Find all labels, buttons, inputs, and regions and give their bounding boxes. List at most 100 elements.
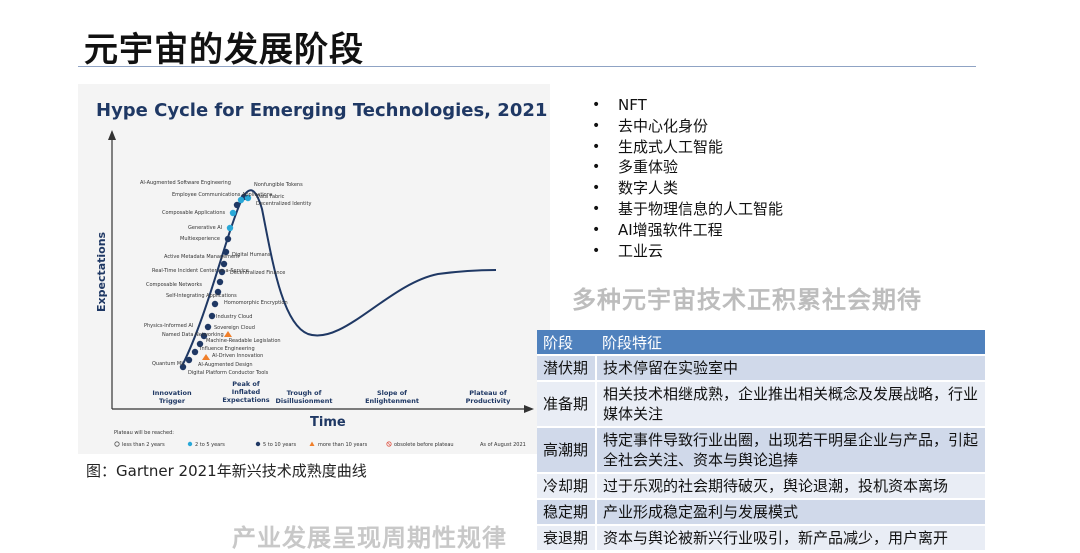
tech-label: AI-Augmented Software Engineering [140, 180, 231, 186]
tech-label: Active Metadata Management [164, 254, 239, 260]
legend-item: obsolete before plateau [394, 442, 454, 448]
stage-cell: 高潮期 [537, 427, 597, 474]
tech-label: Generative AI [188, 225, 222, 231]
tech-label: Machine-Readable Legislation [206, 338, 281, 344]
table-row: 冷却期 过于乐观的社会期待破灭，舆论退潮，投机资本离场 [537, 473, 985, 500]
tech-dot [179, 363, 187, 371]
tech-label: Decentralized Finance [230, 270, 285, 276]
feature-cell: 资本与舆论被新兴行业吸引，新产品减少，用户离开 [596, 525, 985, 552]
technology-dots [179, 193, 252, 371]
phase-labels: Innovation Trigger Peak of Inflated Expe… [152, 380, 511, 405]
phase-label: Innovation [152, 389, 192, 397]
table-row: 准备期 相关技术相继成熟，企业推出相关概念及发展战略，行业媒体关注 [537, 381, 985, 428]
tech-label: Multiexperience [180, 236, 220, 242]
tech-dot [244, 194, 252, 202]
table-header-row: 阶段 阶段特征 [537, 330, 985, 356]
technology-labels: AI-Augmented Software Engineering Nonfun… [140, 180, 311, 376]
chart-legend: less than 2 years 2 to 5 years 5 to 10 y… [114, 441, 526, 448]
tech-label: AI-Augmented Design [198, 362, 253, 368]
legend-marker [386, 441, 392, 447]
phase-label: Trough of [287, 389, 322, 397]
tech-label: Digital Humans [232, 252, 271, 258]
legend-marker [309, 441, 315, 446]
section-heading: 多种元宇宙技术正积累社会期待 [572, 286, 922, 314]
legend-marker [387, 442, 391, 446]
table-header-feature: 阶段特征 [596, 330, 985, 356]
table-row: 潜伏期 技术停留在实验室中 [537, 355, 985, 382]
phase-label: Plateau of [469, 389, 507, 397]
phase-label: Productivity [466, 397, 511, 405]
tech-label: Digital Platform Conductor Tools [188, 370, 269, 376]
table-row: 稳定期 产业形成稳定盈利与发展模式 [537, 499, 985, 526]
chart-caption: 图：Gartner 2021年新兴技术成熟度曲线 [86, 462, 367, 480]
stage-cell: 准备期 [537, 381, 597, 428]
tech-label: Nonfungible Tokens [254, 182, 303, 188]
x-axis-label: Time [310, 415, 346, 430]
bullet-item: 基于物理信息的人工智能 [592, 199, 783, 220]
bottom-watermark-text: 产业发展呈现周期性规律 [232, 524, 507, 552]
tech-dot [214, 288, 222, 296]
phase-label: Disillusionment [276, 397, 333, 405]
bullet-item: AI增强软件工程 [592, 220, 783, 241]
tech-dot [185, 356, 193, 364]
tech-label: Real-Time Incident Center-as-a-Service [152, 268, 249, 274]
stage-table: 阶段 阶段特征 潜伏期 技术停留在实验室中 准备期 相关技术相继成熟，企业推出相… [537, 330, 985, 552]
legend-item: less than 2 years [122, 442, 165, 448]
page-title: 元宇宙的发展阶段 [84, 30, 364, 70]
tech-dot [224, 235, 232, 243]
tech-dot [200, 332, 208, 340]
tech-label: Employee Communications Applications [172, 192, 273, 198]
bullet-item: 生成式人工智能 [592, 137, 783, 158]
legend-marker [187, 441, 193, 447]
tech-dot [233, 201, 241, 209]
legend-item: more than 10 years [318, 442, 368, 448]
bullet-item: 数字人类 [592, 178, 783, 199]
tech-label: Decentralized Identity [256, 201, 311, 207]
tech-dot [222, 248, 230, 256]
tech-label: Homomorphic Encryption [224, 300, 288, 306]
tech-triangle [202, 354, 210, 360]
tech-dot [226, 224, 234, 232]
bullet-item: NFT [592, 95, 783, 116]
feature-cell: 过于乐观的社会期待破灭，舆论退潮，投机资本离场 [596, 473, 985, 500]
tech-label: Composable Networks [146, 282, 202, 288]
feature-cell: 相关技术相继成熟，企业推出相关概念及发展战略，行业媒体关注 [596, 381, 985, 428]
stage-cell: 衰退期 [537, 525, 597, 552]
phase-label: Trigger [159, 397, 186, 405]
y-axis-arrow-icon [108, 130, 116, 140]
legend-item: 5 to 10 years [263, 442, 296, 448]
tech-dot [220, 260, 228, 268]
tech-label: Influence Engineering [200, 346, 255, 352]
phase-label: Expectations [222, 396, 269, 404]
bullet-item: 多重体验 [592, 157, 783, 178]
tech-dot [218, 268, 226, 276]
title-divider [78, 66, 976, 67]
stage-cell: 潜伏期 [537, 355, 597, 382]
hype-cycle-svg: Expectations Time [95, 130, 534, 448]
table-row: 高潮期 特定事件导致行业出圈，出现若干明星企业与产品，引起全社会关注、资本与舆论… [537, 427, 985, 474]
tech-dot [204, 323, 212, 331]
tech-label: Data Fabric [256, 194, 285, 200]
stage-cell: 冷却期 [537, 473, 597, 500]
phase-label: Slope of [377, 389, 407, 397]
tech-label: Sovereign Cloud [214, 325, 255, 331]
tech-dot [191, 348, 199, 356]
bullet-item: 去中心化身份 [592, 116, 783, 137]
tech-triangle [224, 331, 232, 337]
tech-label: Industry Cloud [216, 314, 252, 320]
feature-cell: 产业形成稳定盈利与发展模式 [596, 499, 985, 526]
tech-dot [237, 196, 245, 204]
hype-cycle-chart: Hype Cycle for Emerging Technologies, 20… [78, 84, 550, 454]
tech-label: Physics-Informed AI [144, 323, 193, 329]
tech-dot [229, 209, 237, 217]
table-row: 衰退期 资本与舆论被新兴行业吸引，新产品减少，用户离开 [537, 525, 985, 552]
phase-label: Inflated [232, 388, 261, 396]
table-header-stage: 阶段 [537, 330, 596, 356]
feature-cell: 技术停留在实验室中 [596, 355, 985, 382]
chart-title: Hype Cycle for Emerging Technologies, 20… [96, 100, 548, 121]
phase-label: Peak of [232, 380, 260, 388]
legend-marker [114, 441, 120, 447]
tech-label: Quantum ML [152, 361, 184, 367]
stage-cell: 稳定期 [537, 499, 597, 526]
tech-dot [211, 300, 219, 308]
